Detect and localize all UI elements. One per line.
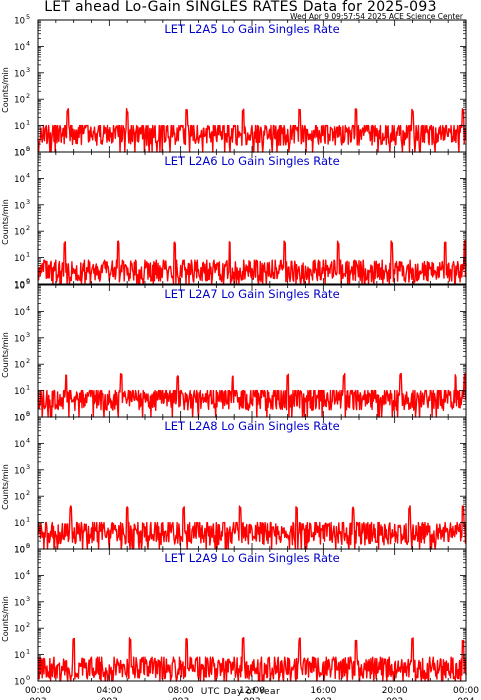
x-tick-doy-label: 094: [457, 697, 474, 700]
x-tick-time-label: 00:00: [25, 686, 51, 696]
y-tick-exponent: 0: [26, 145, 30, 153]
panel-title: LET L2A7 Lo Gain Singles Rate: [164, 287, 339, 301]
x-tick-doy-label: 093: [29, 697, 46, 700]
y-axis-label: Counts/min: [1, 199, 10, 245]
y-tick-label: 10: [14, 228, 25, 238]
x-tick-doy-label: 093: [243, 697, 260, 700]
x-tick-time-label: 00:00: [453, 686, 479, 696]
y-tick-exponent: 2: [26, 621, 30, 629]
panel-title: LET L2A8 Lo Gain Singles Rate: [164, 419, 339, 433]
y-tick-label: 10: [14, 149, 25, 159]
y-tick-exponent: 3: [26, 66, 30, 74]
x-tick-doy-label: 093: [386, 697, 403, 700]
y-tick-label: 10: [14, 387, 25, 397]
y-tick-label: 10: [14, 201, 25, 211]
y-tick-exponent: 1: [26, 648, 30, 656]
y-tick-exponent: 3: [26, 331, 30, 339]
y-tick-exponent: 1: [26, 119, 30, 127]
y-tick-label: 10: [14, 175, 25, 185]
y-tick-exponent: 5: [26, 542, 30, 550]
y-tick-exponent: 0: [26, 277, 30, 285]
y-tick-label: 10: [14, 493, 25, 503]
x-tick-time-label: 08:00: [168, 686, 194, 696]
y-tick-label: 10: [14, 122, 25, 132]
y-tick-label: 10: [14, 149, 25, 159]
y-axis-label: Counts/min: [1, 67, 10, 113]
y-tick-label: 10: [14, 625, 25, 635]
x-tick-time-label: 20:00: [382, 686, 408, 696]
y-tick-label: 10: [14, 466, 25, 476]
panel-title: LET L2A5 Lo Gain Singles Rate: [164, 22, 339, 36]
y-tick-label: 10: [14, 440, 25, 450]
y-tick-label: 10: [14, 414, 25, 424]
y-tick-exponent: 0: [26, 674, 30, 682]
x-tick-time-label: 04:00: [96, 686, 122, 696]
series-line-l2a8: [37, 505, 467, 550]
y-tick-exponent: 0: [26, 542, 30, 550]
x-tick-doy-label: 093: [101, 697, 118, 700]
x-tick-doy-label: 093: [315, 697, 332, 700]
y-tick-label: 10: [14, 69, 25, 79]
y-tick-exponent: 5: [26, 278, 30, 286]
y-tick-exponent: 5: [26, 410, 30, 418]
y-tick-label: 10: [14, 282, 25, 292]
y-tick-exponent: 1: [26, 251, 30, 259]
series-line-l2a7: [37, 372, 467, 418]
y-tick-label: 10: [14, 546, 25, 556]
y-tick-exponent: 4: [26, 436, 30, 444]
y-tick-exponent: 3: [26, 595, 30, 603]
y-tick-label: 10: [14, 281, 25, 291]
y-tick-exponent: 5: [26, 145, 30, 153]
y-axis-label: Counts/min: [1, 464, 10, 510]
y-tick-label: 10: [14, 572, 25, 582]
panel-title: LET L2A9 Lo Gain Singles Rate: [164, 551, 339, 565]
y-tick-label: 10: [14, 308, 25, 318]
y-tick-label: 10: [14, 651, 25, 661]
y-tick-exponent: 3: [26, 463, 30, 471]
chart-title: LET ahead Lo-Gain SINGLES RATES Data for…: [44, 0, 437, 15]
y-tick-label: 10: [14, 546, 25, 556]
y-tick-label: 10: [14, 414, 25, 424]
y-tick-label: 10: [14, 96, 25, 106]
y-tick-exponent: 1: [26, 516, 30, 524]
y-tick-label: 10: [14, 254, 25, 264]
y-tick-exponent: 4: [26, 171, 30, 179]
y-tick-label: 10: [14, 678, 25, 688]
y-axis-label: Counts/min: [1, 332, 10, 378]
y-tick-label: 10: [14, 361, 25, 371]
y-tick-label: 10: [14, 598, 25, 608]
y-tick-exponent: 4: [26, 304, 30, 312]
panel-title: LET L2A6 Lo Gain Singles Rate: [164, 154, 339, 168]
y-tick-exponent: 2: [26, 489, 30, 497]
y-tick-exponent: 4: [26, 39, 30, 47]
generation-timestamp: Wed Apr 9 09:57:54 2025 ACE Science Cent…: [290, 12, 463, 21]
series-line-l2a9: [37, 636, 467, 682]
y-tick-exponent: 1: [26, 384, 30, 392]
y-tick-exponent: 4: [26, 568, 30, 576]
y-tick-exponent: 2: [26, 224, 30, 232]
series-line-l2a5: [37, 107, 467, 153]
y-tick-exponent: 3: [26, 198, 30, 206]
y-tick-label: 10: [14, 17, 25, 27]
x-tick-time-label: 12:00: [239, 686, 265, 696]
x-axis-label: UTC Day of Year: [200, 687, 281, 697]
y-tick-label: 10: [14, 334, 25, 344]
y-tick-exponent: 0: [26, 410, 30, 418]
x-tick-time-label: 16:00: [310, 686, 336, 696]
y-tick-exponent: 2: [26, 357, 30, 365]
series-line-l2a6: [37, 239, 467, 285]
y-axis-label: Counts/min: [1, 596, 10, 642]
y-tick-exponent: 5: [26, 13, 30, 21]
x-tick-doy-label: 093: [172, 697, 189, 700]
y-tick-exponent: 2: [26, 92, 30, 100]
y-tick-label: 10: [14, 519, 25, 529]
y-tick-label: 10: [14, 43, 25, 53]
